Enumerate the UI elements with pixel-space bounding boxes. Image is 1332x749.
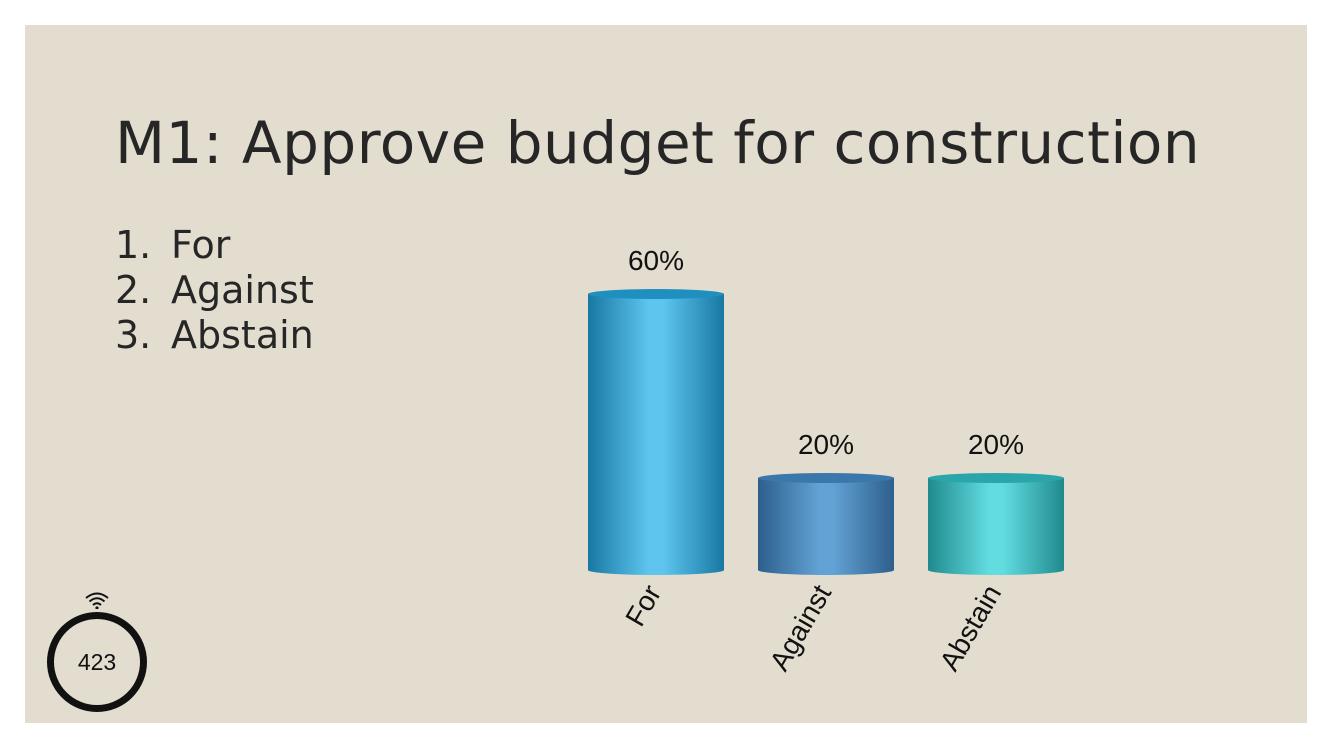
- option-number: 3.: [115, 313, 152, 357]
- data-label-for: 60%: [628, 245, 684, 276]
- bar-against: [758, 478, 894, 575]
- answer-options-list: 1. For 2. Against 3. Abstain: [115, 223, 314, 358]
- bar-for: [588, 294, 724, 575]
- answer-option: 2. Against: [115, 268, 314, 313]
- option-label: For: [171, 223, 231, 267]
- bar-top-abstain: [928, 473, 1064, 483]
- answer-option: 3. Abstain: [115, 313, 314, 358]
- bar-top-against: [758, 473, 894, 483]
- counter-ring: [47, 612, 147, 712]
- chart-marks: 60% For 20% Against 20% Abstain: [588, 245, 1064, 676]
- response-count: 423: [77, 649, 117, 675]
- option-label: Abstain: [171, 313, 314, 357]
- slide-title: M1: Approve budget for construction: [115, 109, 1201, 177]
- wifi-signal-icon: [85, 592, 109, 609]
- data-label-abstain: 20%: [968, 429, 1024, 460]
- answer-option: 1. For: [115, 223, 314, 268]
- response-counter: 423: [47, 587, 147, 712]
- option-label: Against: [171, 268, 314, 312]
- tick-label-against: Against: [764, 579, 838, 676]
- results-bar-chart: 60% For 20% Against 20% Abstain: [588, 245, 1064, 676]
- option-number: 2.: [115, 268, 152, 312]
- tick-label-for: For: [619, 580, 667, 632]
- option-number: 1.: [115, 223, 152, 267]
- tick-label-abstain: Abstain: [934, 580, 1008, 676]
- bar-top-for: [588, 289, 724, 299]
- poll-slide: M1: Approve budget for construction 1. F…: [25, 25, 1307, 723]
- data-label-against: 20%: [798, 429, 854, 460]
- bar-abstain: [928, 478, 1064, 575]
